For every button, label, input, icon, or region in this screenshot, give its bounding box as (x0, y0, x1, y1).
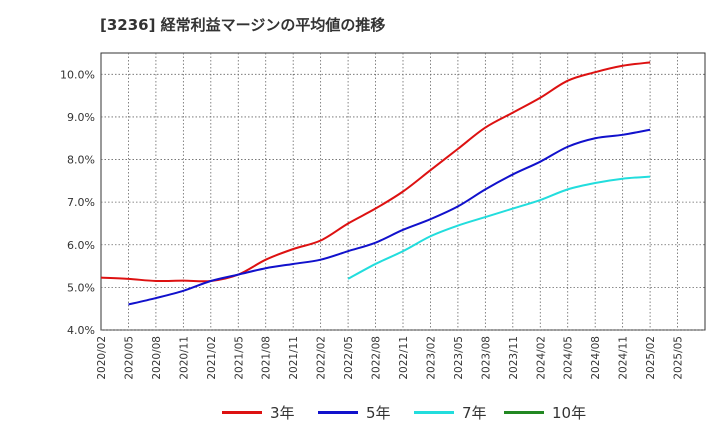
x-tick-label: 2021/11 (288, 336, 300, 380)
x-tick-label: 2023/11 (508, 336, 520, 380)
y-tick-label: 9.0% (67, 111, 95, 124)
legend-item: 7年 (414, 402, 487, 423)
grid-lines (101, 53, 705, 331)
legend-swatch (504, 411, 544, 414)
x-tick-label: 2022/02 (316, 336, 328, 380)
x-tick-label: 2022/08 (371, 336, 383, 380)
chart-title: [3236] 経常利益マージンの平均値の推移 (100, 16, 386, 34)
x-tick-label: 2025/05 (673, 336, 685, 380)
series-lines (100, 61, 651, 306)
x-tick-label: 2020/11 (178, 336, 190, 380)
x-tick-label: 2020/08 (151, 336, 163, 380)
x-tick-label: 2021/02 (206, 336, 218, 380)
y-tick-label: 6.0% (67, 239, 95, 252)
x-tick-label: 2021/05 (233, 336, 245, 380)
x-tick-label: 2024/05 (563, 336, 575, 380)
legend-swatch (318, 411, 358, 414)
legend-swatch (222, 411, 262, 414)
series-line-1 (128, 128, 651, 306)
y-axis-ticks: 4.0% 5.0% 6.0% 7.0% 8.0% 9.0% 10.0% (60, 68, 95, 337)
legend-label: 7年 (462, 404, 487, 422)
x-tick-label: 2022/11 (398, 336, 410, 380)
y-tick-label: 7.0% (67, 196, 95, 209)
x-tick-label: 2023/08 (480, 336, 492, 380)
y-tick-label: 8.0% (67, 154, 95, 167)
y-tick-label: 4.0% (67, 324, 95, 337)
x-tick-label: 2024/11 (618, 336, 630, 380)
legend-label: 3年 (270, 404, 295, 422)
x-tick-label: 2024/08 (590, 336, 602, 380)
series-line-2 (347, 175, 651, 280)
x-axis-ticks: 2020/02 2020/05 2020/08 2020/11 2021/02 2021/… (96, 336, 685, 380)
legend-label: 5年 (366, 404, 391, 422)
legend-item: 3年 (222, 402, 295, 423)
y-tick-label: 10.0% (60, 68, 95, 81)
x-tick-label: 2023/02 (425, 336, 437, 380)
x-tick-label: 2024/02 (535, 336, 547, 380)
legend-label: 10年 (552, 404, 587, 422)
legend: 3年 5年 7年 10年 (0, 402, 720, 430)
y-tick-label: 5.0% (67, 281, 95, 294)
x-tick-label: 2022/05 (343, 336, 355, 380)
x-tick-label: 2025/02 (645, 336, 657, 380)
legend-item: 5年 (318, 402, 391, 423)
x-tick-label: 2021/08 (261, 336, 273, 380)
x-tick-label: 2020/05 (123, 336, 135, 380)
x-tick-label: 2023/05 (453, 336, 465, 380)
series-line-0 (100, 61, 651, 283)
legend-item: 10年 (504, 402, 586, 423)
legend-swatch (414, 411, 454, 414)
x-tick-label: 2020/02 (96, 336, 108, 380)
